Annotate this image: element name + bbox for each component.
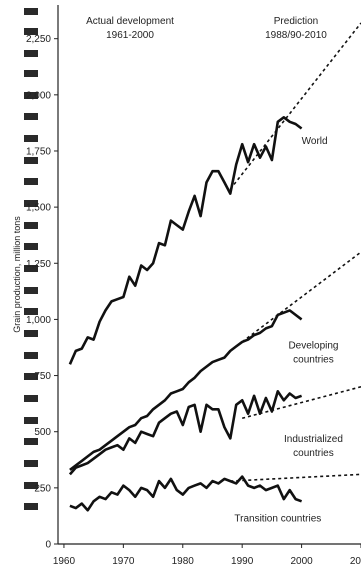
world-prediction-line	[229, 22, 361, 190]
y-tick-label: 1,000	[26, 315, 51, 326]
industrialized-countries-series-line	[68, 390, 303, 476]
transition-countries-prediction-line	[230, 473, 361, 482]
world-series-label: World	[302, 136, 328, 147]
x-tick-label: 1980	[172, 556, 195, 567]
y-axis-label: Grain production, million tons	[12, 216, 22, 333]
series-labels: World Developing countries Industrialized co…	[234, 136, 343, 524]
actual-development-years: 1961-2000	[106, 30, 154, 41]
prediction-label: Prediction	[274, 16, 318, 27]
developing-countries-series-line	[69, 309, 303, 471]
prediction-years: 1988/90-2010	[265, 30, 327, 41]
developing-countries-prediction-line	[241, 251, 361, 343]
y-tick-label: 500	[34, 427, 51, 438]
world-series-line	[68, 116, 303, 365]
x-tick-label: 2000	[290, 556, 313, 567]
industrialized-countries-series-label: Industrialized	[284, 434, 343, 445]
facing-page-edge	[0, 0, 38, 571]
developing-countries-series-label: Developing	[288, 341, 338, 352]
chart-ticks: 0 250 500 750 1,000 1,250 1,500 1,750 2,000 2,250…	[26, 34, 361, 567]
industrialized-countries-prediction-line	[241, 386, 361, 420]
y-tick-label: 1,750	[26, 146, 51, 157]
x-tick-label: 1970	[112, 556, 135, 567]
y-tick-label: 2,250	[26, 34, 51, 45]
x-tick-label: 1990	[231, 556, 254, 567]
actual-development-label: Actual development	[86, 16, 174, 27]
series-layer	[68, 22, 361, 512]
y-tick-label: 0	[45, 540, 51, 551]
y-tick-label: 250	[34, 483, 51, 494]
y-tick-label: 750	[34, 371, 51, 382]
transition-countries-series-label: Transition countries	[234, 514, 321, 525]
x-tick-label: 1960	[53, 556, 76, 567]
developing-countries-series-label: countries	[293, 355, 334, 366]
chart-axes	[57, 5, 361, 545]
y-tick-label: 2,000	[26, 90, 51, 101]
x-tick-label: 2010	[350, 556, 361, 567]
y-tick-label: 1,250	[26, 259, 51, 270]
industrialized-countries-series-label: countries	[293, 448, 334, 459]
transition-countries-series-line	[69, 475, 303, 512]
y-tick-label: 1,500	[26, 203, 51, 214]
